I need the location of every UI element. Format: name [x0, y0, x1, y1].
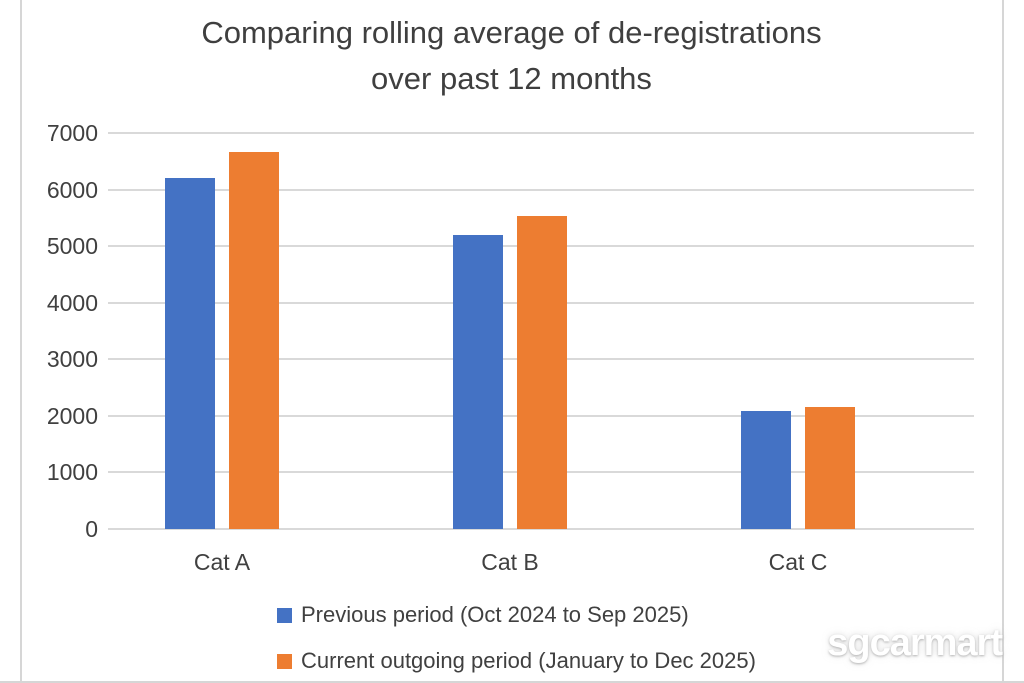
gridline-6000	[108, 188, 974, 191]
chart-title-line-1: Comparing rolling average of de-registra…	[201, 15, 822, 50]
sgcarmart-watermark: sgcarmart	[827, 622, 1003, 664]
chart-title-line-2: over past 12 months	[371, 61, 652, 96]
y-axis-tick-label: 7000	[46, 120, 98, 146]
legend-swatch-1	[277, 607, 292, 623]
legend: Previous period (Oct 2024 to Sep 2025) Cu…	[277, 602, 756, 674]
frame-border-left	[20, 0, 22, 683]
chart-title: Comparing rolling average of de-registra…	[20, 10, 1003, 102]
legend-item-2: Current outgoing period (January to Dec …	[277, 648, 756, 674]
frame-border-right	[1002, 0, 1004, 683]
bar-cat-c-series-1	[741, 410, 791, 529]
x-axis-label-cat-b: Cat B	[481, 549, 539, 575]
y-axis-tick-label: 5000	[46, 233, 98, 260]
bar-cat-c-series-2	[805, 407, 855, 529]
legend-label-1: Previous period (Oct 2024 to Sep 2025)	[301, 602, 689, 627]
y-axis-tick-label: 1000	[46, 459, 98, 486]
gridline-7000	[108, 132, 974, 134]
y-axis-tick-label: 4000	[46, 289, 98, 316]
bar-cat-a-series-1	[165, 178, 215, 529]
frame-border-bottom	[0, 681, 1024, 683]
y-axis-tick-label: 6000	[46, 176, 98, 203]
x-axis-label-cat-c: Cat C	[768, 549, 828, 575]
y-axis-tick-label: 3000	[46, 346, 98, 373]
bar-cat-b-series-1	[453, 234, 503, 529]
x-axis-label-cat-a: Cat A	[193, 549, 251, 575]
legend-swatch-2	[277, 653, 292, 669]
y-axis-tick-label: 0	[85, 516, 98, 542]
bar-cat-b-series-2	[517, 216, 567, 529]
legend-label-2: Current outgoing period (January to Dec …	[301, 648, 756, 673]
gridline-0	[108, 528, 974, 530]
legend-item-1: Previous period (Oct 2024 to Sep 2025)	[277, 602, 756, 628]
y-axis-tick-label: 2000	[46, 402, 98, 429]
bar-cat-a-series-2	[229, 151, 279, 529]
